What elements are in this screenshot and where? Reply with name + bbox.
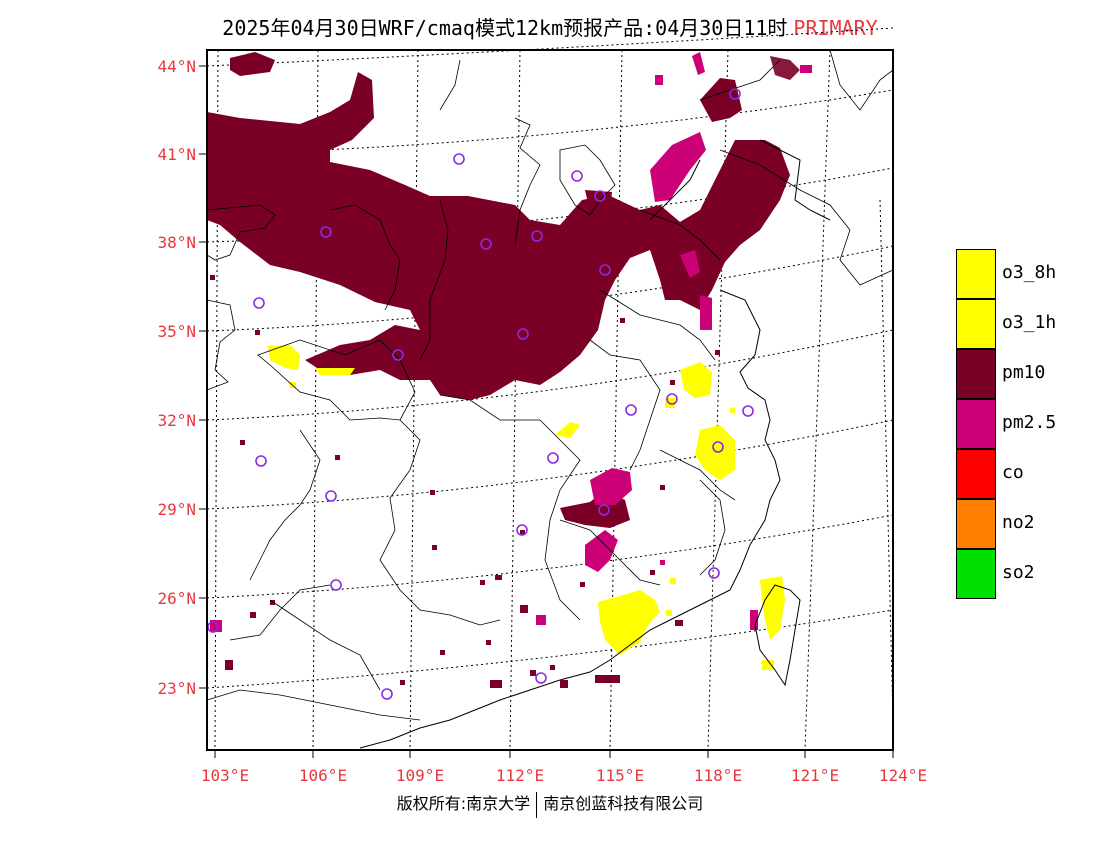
- legend-label-so2: so2: [1002, 562, 1035, 583]
- lon-label-115: 115°E: [595, 766, 645, 785]
- lat-label-29: 29°N: [157, 500, 196, 519]
- pm25-regions: [210, 52, 812, 632]
- pm10-scatter: [210, 275, 720, 688]
- copyright-company: 南京创蓝科技有限公司: [543, 794, 704, 813]
- lon-label-118: 118°E: [693, 766, 743, 785]
- lat-label-23: 23°N: [157, 679, 196, 698]
- copyright-footer: 版权所有:南京大学 南京创蓝科技有限公司: [0, 790, 1100, 818]
- copyright-owner: 版权所有:南京大学: [396, 794, 531, 813]
- legend-swatch-pm10: [956, 349, 996, 399]
- lat-label-41: 41°N: [157, 145, 196, 164]
- lon-label-121: 121°E: [790, 766, 840, 785]
- legend-swatch-o3-1h: [956, 299, 996, 349]
- pm10-regions: [207, 52, 800, 528]
- lat-label-38: 38°N: [157, 233, 196, 252]
- legend-swatch-so2: [956, 549, 996, 599]
- legend-label-pm10: pm10: [1002, 362, 1046, 383]
- legend-label-o3-1h: o3_1h: [1002, 312, 1057, 333]
- province-boundaries: [206, 49, 894, 721]
- lon-label-109: 109°E: [395, 766, 445, 785]
- lat-label-44: 44°N: [157, 57, 196, 76]
- title-text: 2025年04月30日WRF/cmaq模式12km预报产品:04月30日11时: [222, 16, 788, 40]
- o3-regions: [268, 345, 785, 670]
- legend-label-co: co: [1002, 462, 1024, 483]
- lon-label-103: 103°E: [200, 766, 250, 785]
- lon-label-112: 112°E: [495, 766, 545, 785]
- lat-label-26: 26°N: [157, 589, 196, 608]
- lon-label-124: 124°E: [878, 766, 928, 785]
- title-tag: PRIMARY: [793, 16, 878, 40]
- map-title: 2025年04月30日WRF/cmaq模式12km预报产品:04月30日11时 P…: [0, 12, 1100, 41]
- footer-divider: [536, 791, 538, 818]
- legend-label-o3-8h: o3_8h: [1002, 262, 1057, 283]
- monitoring-stations: [207, 88, 754, 700]
- lat-label-35: 35°N: [157, 322, 196, 341]
- legend-swatch-pm25: [956, 399, 996, 449]
- legend-swatch-no2: [956, 499, 996, 549]
- axis-ticks: [199, 65, 894, 758]
- legend-label-no2: no2: [1002, 512, 1035, 533]
- legend-label-pm25: pm2.5: [1002, 412, 1057, 433]
- legend-swatch-o3-8h: [956, 249, 996, 299]
- lat-label-32: 32°N: [157, 411, 196, 430]
- legend-swatch-co: [956, 449, 996, 499]
- lon-label-106: 106°E: [298, 766, 348, 785]
- map-frame: [206, 49, 894, 751]
- coastline: [359, 139, 831, 749]
